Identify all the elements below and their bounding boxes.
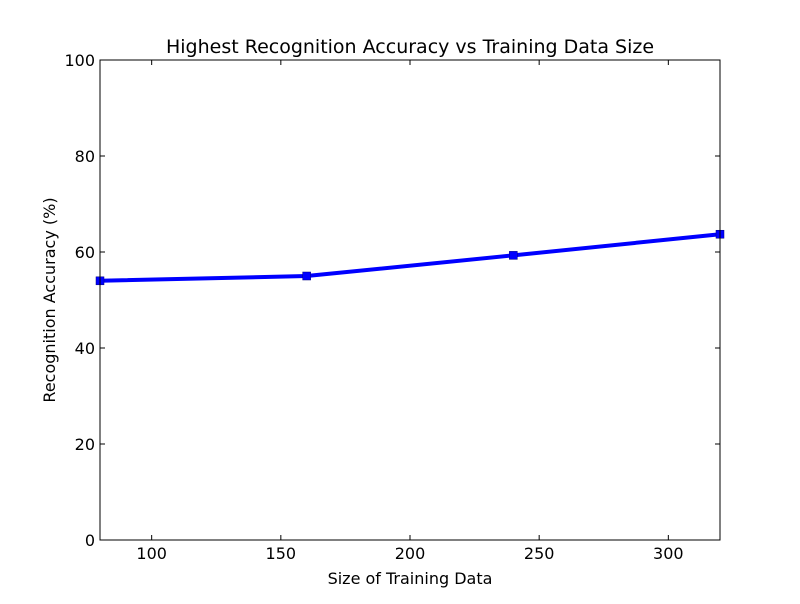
series-line (99, 232, 721, 283)
x-tick-label: 200 (395, 544, 426, 563)
data-point-marker (302, 271, 311, 281)
axes: 100 150 200 250 300 0 20 40 60 80 100 (64, 51, 721, 563)
plot-frame (99, 59, 721, 541)
x-tick-label: 250 (524, 544, 555, 563)
y-tick-label: 40 (75, 339, 95, 358)
plot-content (95, 229, 725, 286)
x-axis-label: Size of Training Data (328, 569, 493, 588)
chart-title: Highest Recognition Accuracy vs Training… (166, 36, 654, 58)
data-point-marker (509, 251, 518, 260)
y-tick-label: 60 (75, 243, 95, 262)
x-tick-label: 300 (653, 544, 684, 563)
y-tick-label: 20 (75, 435, 95, 454)
y-tick-label: 100 (64, 51, 95, 70)
y-tick-label: 0 (85, 531, 95, 550)
x-tick-label: 100 (136, 544, 167, 563)
y-axis-label: Recognition Accuracy (%) (40, 197, 59, 402)
x-tick-label: 150 (266, 544, 297, 563)
y-tick-label: 80 (75, 147, 95, 166)
